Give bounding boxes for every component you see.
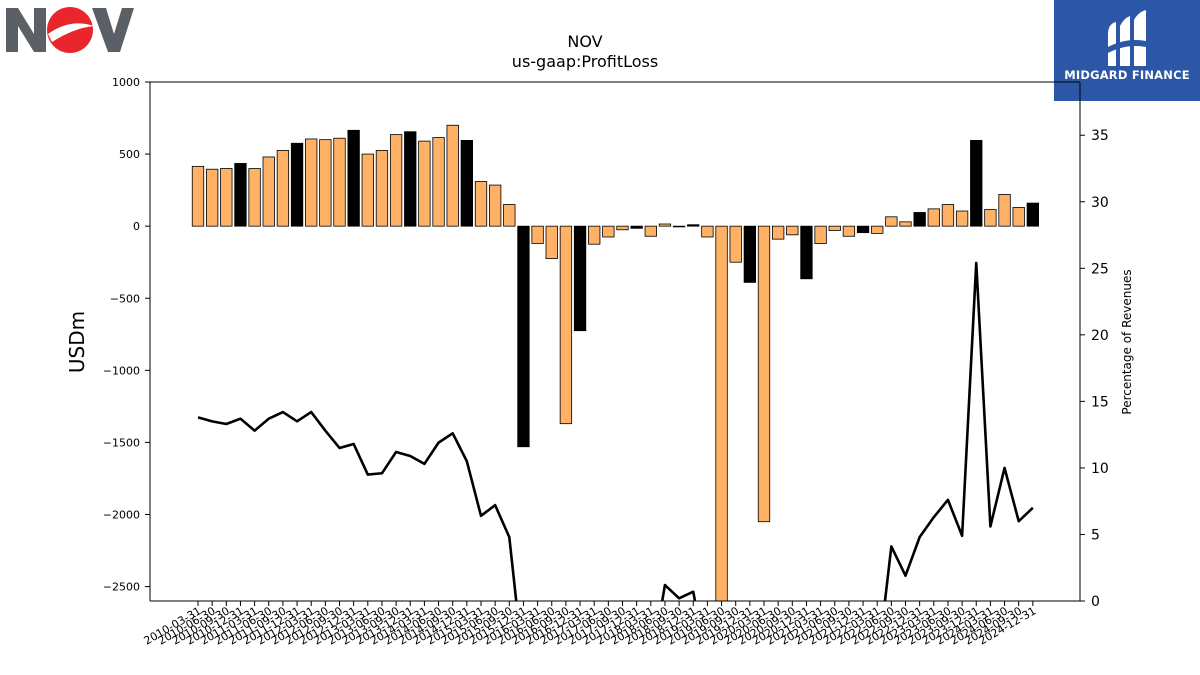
bar [984, 209, 997, 227]
bar [404, 131, 417, 227]
bar [588, 225, 601, 245]
midgard-mark-icon [1106, 10, 1150, 66]
bar [205, 168, 219, 227]
bar [503, 204, 516, 227]
bar [871, 225, 884, 234]
bar [1012, 207, 1025, 227]
y-axis-label: USDm [65, 311, 89, 373]
bar [573, 225, 587, 332]
y2-tick-label: 30 [1091, 195, 1109, 211]
y2-tick-label: 5 [1091, 527, 1100, 543]
chart-subtitle: us-gaap:ProfitLoss [511, 52, 659, 71]
bar [418, 140, 431, 227]
y-tick-label: −1500 [103, 436, 140, 449]
bar [899, 221, 912, 227]
midgard-finance-logo: MIDGARD FINANCE [1054, 0, 1200, 101]
bar [602, 225, 615, 238]
bar [729, 225, 742, 263]
y-tick-label: −500 [110, 292, 140, 305]
bar [474, 181, 488, 227]
y-tick-label: 1000 [112, 76, 140, 89]
bar [319, 139, 332, 227]
bar [828, 225, 841, 231]
y-tick-label: −2500 [103, 581, 140, 594]
bar [644, 225, 657, 237]
bar [658, 223, 672, 227]
bar [800, 225, 813, 280]
bar [333, 137, 346, 227]
bar [772, 225, 785, 240]
bar [234, 163, 247, 227]
bar [757, 225, 771, 523]
bar [446, 124, 459, 227]
bar [970, 139, 983, 227]
bar [517, 225, 530, 448]
y-tick-label: 500 [119, 148, 140, 161]
bar [672, 225, 686, 228]
y2-tick-label: 35 [1091, 128, 1109, 144]
y2-tick-label: 0 [1091, 594, 1100, 610]
y2-axis-label: Percentage of Revenues [1120, 269, 1134, 414]
bar [998, 194, 1011, 227]
bar [262, 156, 275, 227]
bar [559, 225, 573, 425]
bar [955, 210, 969, 227]
bar [927, 208, 940, 227]
y2-tick-label: 15 [1091, 394, 1109, 410]
bar [1026, 202, 1039, 227]
bar [814, 225, 827, 244]
bar [432, 137, 445, 227]
bar [220, 168, 233, 227]
bar [375, 150, 389, 227]
bar [276, 150, 290, 227]
bar [290, 142, 304, 227]
nov-logo-mark [6, 7, 134, 53]
nov-logo [4, 4, 136, 56]
bar [347, 129, 360, 227]
y2-tick-label: 10 [1091, 461, 1109, 477]
bar [941, 204, 955, 227]
bar [545, 225, 558, 260]
midgard-brand-text: MIDGARD FINANCE [1064, 68, 1190, 82]
bar [715, 225, 728, 601]
bar [191, 165, 205, 227]
bar [305, 138, 318, 227]
bar [488, 184, 502, 227]
bar [885, 216, 898, 227]
bar [786, 225, 799, 236]
y2-tick-label: 25 [1091, 261, 1109, 277]
y-tick-label: −2000 [103, 509, 140, 522]
bar [687, 224, 700, 227]
bar [842, 225, 856, 237]
bar [743, 225, 756, 283]
bar [389, 134, 403, 227]
y2-tick-label: 20 [1091, 328, 1109, 344]
bar [616, 225, 629, 231]
series-line [197, 261, 1034, 601]
bar [701, 225, 714, 238]
bar [856, 225, 870, 234]
bar [460, 139, 474, 227]
bar [913, 212, 926, 227]
bar [248, 168, 261, 227]
bar [361, 153, 374, 227]
bar [630, 225, 643, 229]
y-tick-label: −1000 [103, 364, 140, 377]
y-tick-label: 0 [133, 220, 140, 233]
bar [531, 225, 544, 244]
chart-title: NOV [567, 32, 603, 51]
